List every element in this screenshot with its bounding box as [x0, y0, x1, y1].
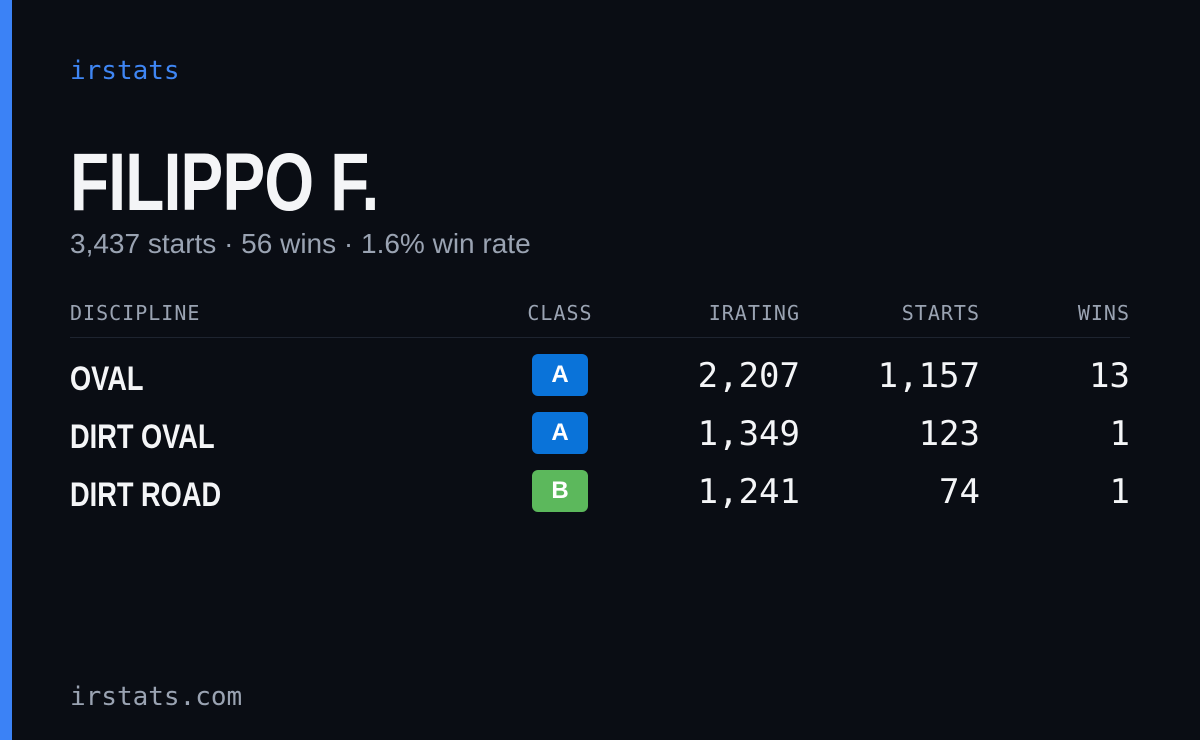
- stat-value: 1,349: [697, 414, 800, 454]
- summary: 3,437 starts · 56 wins · 1.6% win rate: [70, 228, 531, 259]
- column-header: CLASS: [527, 301, 593, 325]
- class-badge: B: [532, 470, 588, 512]
- stat-value: 74: [939, 472, 980, 512]
- class-badge: A: [532, 412, 588, 454]
- accent-bar: [0, 0, 12, 740]
- discipline: DIRT OVAL: [70, 418, 215, 456]
- footer: irstats.com: [70, 682, 243, 712]
- column-header: DISCIPLINE: [70, 301, 201, 325]
- stat-value: 1,157: [877, 356, 980, 396]
- stat-value: 1: [1109, 472, 1130, 512]
- stat-value: 2,207: [697, 356, 800, 396]
- brand: irstats: [70, 56, 180, 86]
- discipline: DIRT ROAD: [70, 476, 222, 514]
- driver-name: FILIPPO F.: [70, 137, 379, 228]
- header-rule: [70, 337, 1130, 338]
- column-header: IRATING: [708, 301, 800, 325]
- column-header: STARTS: [901, 301, 980, 325]
- class-badge: A: [532, 354, 588, 396]
- stat-value: 123: [918, 414, 980, 454]
- stat-value: 13: [1089, 356, 1130, 396]
- stat-value: 1,241: [697, 472, 800, 512]
- stat-value: 1: [1109, 414, 1130, 454]
- column-header: WINS: [1077, 301, 1130, 325]
- discipline: OVAL: [70, 360, 144, 398]
